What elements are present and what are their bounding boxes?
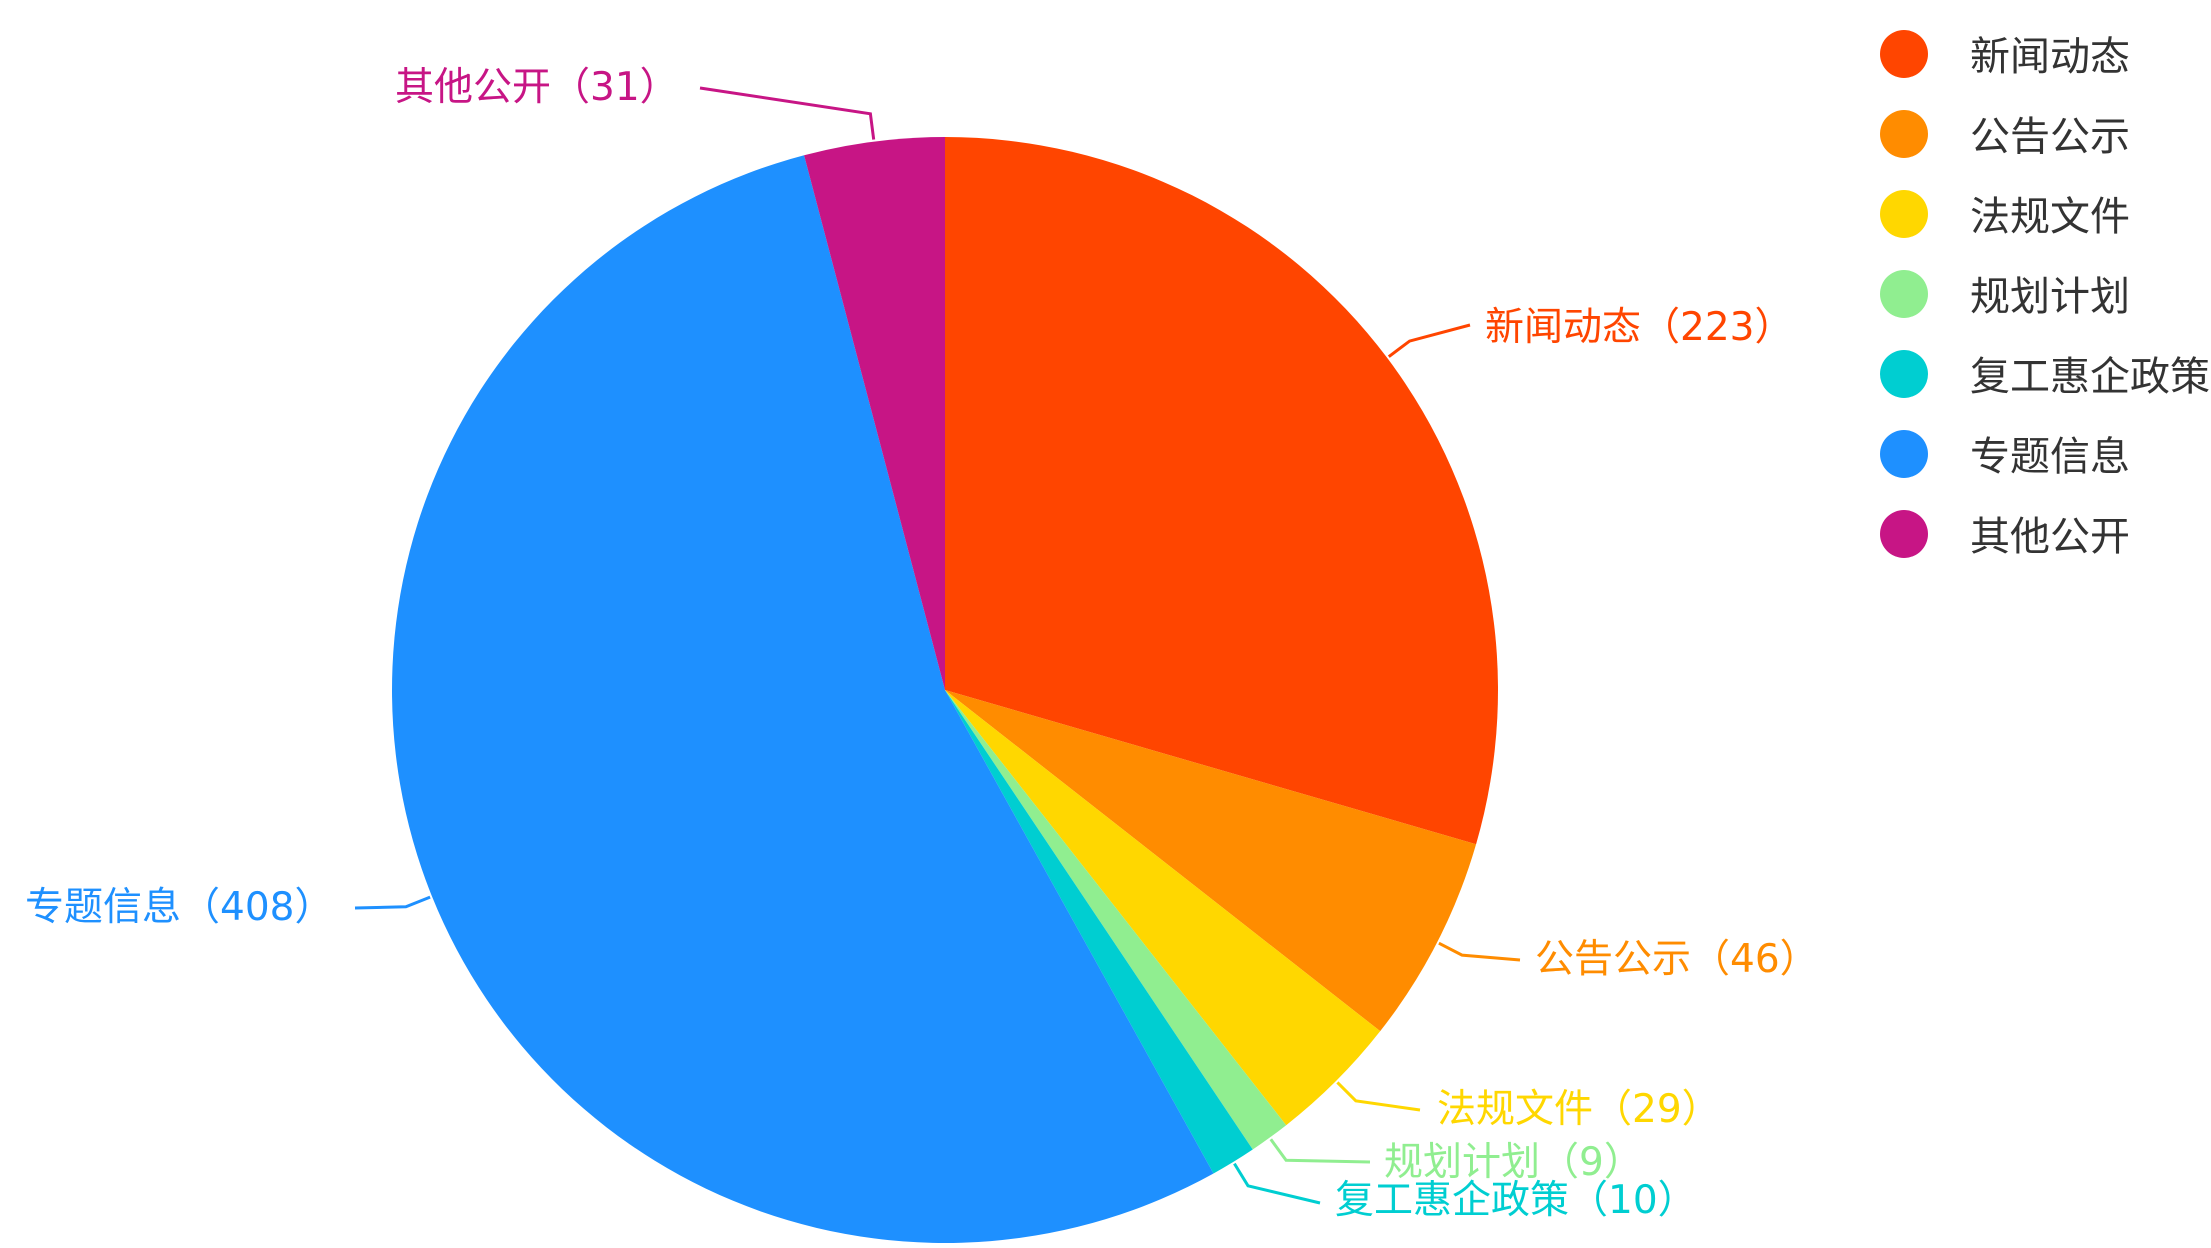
legend-marker	[1880, 510, 1928, 558]
slice-label-6: 其他公开（31）	[395, 65, 679, 110]
leader-line-5	[354, 895, 431, 910]
leader-line-0	[1387, 323, 1471, 358]
leader-line-1	[1438, 941, 1521, 962]
pie-slice-labels: 新闻动态（223） 公告公示（46） 法规文件（29） 规划计划（9）复工惠企政策（1…	[25, 65, 1819, 1223]
legend-label: 规划计划	[1970, 274, 2130, 320]
legend-label: 复工惠企政策	[1970, 354, 2210, 400]
leader-line-6	[699, 86, 876, 140]
leader-line-4	[1233, 1162, 1321, 1205]
leader-line-2	[1336, 1081, 1421, 1112]
legend-label: 其他公开	[1970, 514, 2130, 560]
legend-label: 专题信息	[1970, 434, 2130, 480]
slice-label-4: 复工惠企政策（10）	[1335, 1178, 1697, 1223]
pie-slice-0[interactable]	[945, 136, 1499, 845]
leader-line-3	[1269, 1138, 1371, 1164]
legend-marker	[1880, 350, 1928, 398]
legend-marker	[1880, 30, 1928, 78]
legend-marker	[1880, 110, 1928, 158]
pie-slices	[392, 136, 1499, 1243]
pie-slice-3[interactable]	[945, 690, 1287, 1150]
slice-label-0: 新闻动态（223）	[1485, 305, 1793, 350]
legend-label: 公告公示	[1970, 114, 2130, 160]
legend-label: 法规文件	[1970, 194, 2130, 240]
slice-label-5: 专题信息（408）	[25, 885, 333, 930]
pie-slice-4[interactable]	[945, 690, 1253, 1174]
legend-marker	[1880, 270, 1928, 318]
pie-slice-6[interactable]	[804, 137, 945, 690]
slice-label-2: 法规文件（29）	[1437, 1087, 1721, 1132]
pie-slice-1[interactable]	[945, 690, 1477, 1032]
slice-label-3: 规划计划（9）	[1384, 1140, 1643, 1185]
pie-label-leaders	[354, 86, 1521, 1205]
legend-label: 新闻动态	[1970, 34, 2130, 80]
pie-slice-5[interactable]	[392, 155, 1214, 1243]
legend-marker	[1880, 430, 1928, 478]
legend-marker	[1880, 190, 1928, 238]
slice-label-1: 公告公示（46）	[1535, 937, 1819, 982]
pie-slice-2[interactable]	[945, 690, 1381, 1126]
